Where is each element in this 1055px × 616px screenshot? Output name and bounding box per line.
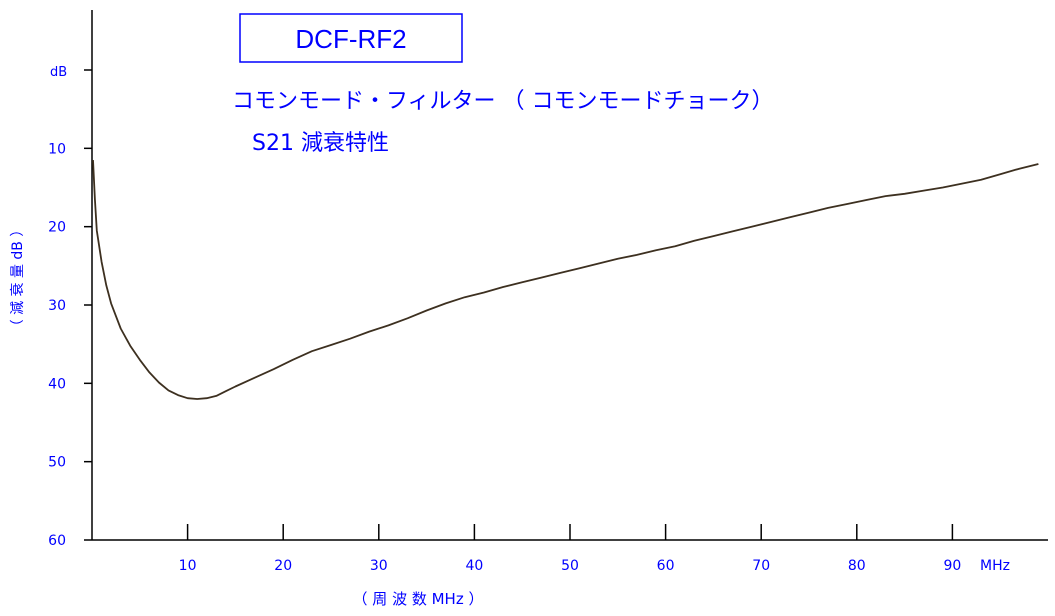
x-unit-label: MHz	[980, 558, 1010, 574]
series-line-s21	[92, 160, 1039, 400]
y-tick-label: 10	[48, 141, 66, 157]
y-tick-label: 40	[48, 376, 66, 392]
x-axis-title: （ 周 波 数 MHz ）	[353, 590, 484, 608]
series-group	[92, 160, 1039, 400]
chart-subtitle-line2: S21 減衰特性	[252, 131, 389, 156]
x-tick-label: 80	[848, 558, 866, 574]
chart-title: DCF-RF2	[295, 24, 406, 54]
y-axis-title: （ 減 衰 量 dB ）	[9, 223, 26, 334]
y-tick-label: 50	[48, 455, 66, 471]
chart-subtitle-line1: コモンモード・フィルター （ コモンモードチョーク）	[232, 89, 774, 114]
x-tick-label: 60	[657, 558, 675, 574]
y-ticks-group: 10 20 30 40 50 60	[48, 69, 92, 549]
x-tick-label: 10	[179, 558, 197, 574]
title-box	[239, 13, 463, 63]
x-tick-label: 70	[752, 558, 770, 574]
x-tick-label: 90	[943, 558, 961, 574]
y-tick-label: 60	[48, 533, 66, 549]
x-ticks-group: 10 20 30 40 50 60 70 80 90	[179, 524, 961, 574]
y-tick-label: 20	[48, 220, 66, 236]
x-tick-label: 50	[561, 558, 579, 574]
x-tick-label: 40	[465, 558, 483, 574]
y-tick-label: 30	[48, 298, 66, 314]
y-unit-label: dB	[50, 65, 67, 80]
x-tick-label: 20	[274, 558, 292, 574]
x-tick-label: 30	[370, 558, 388, 574]
